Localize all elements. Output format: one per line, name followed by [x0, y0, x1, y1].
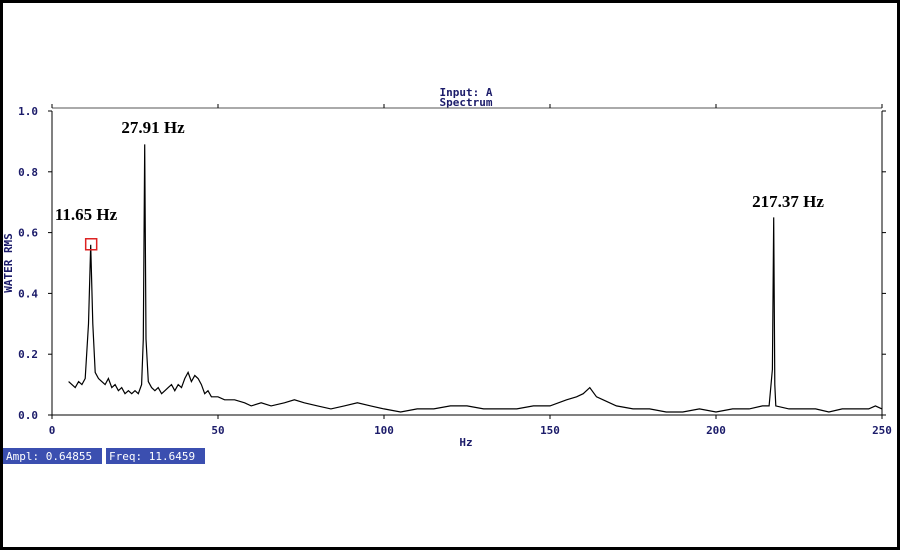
status-freq: Freq: 11.6459: [109, 450, 195, 463]
y-axis-label: WATER RMS: [2, 233, 15, 293]
y-tick-label: 0.2: [18, 348, 38, 361]
cursor-marker: [84, 238, 98, 251]
spectrum-line: [68, 144, 883, 413]
x-tick-label: 100: [374, 424, 394, 437]
chart-subtitle: Spectrum: [440, 96, 493, 109]
x-tick-label: 250: [872, 424, 892, 437]
peak-annotation: 27.91 Hz: [121, 118, 185, 137]
y-tick-label: 0.0: [18, 409, 38, 422]
x-tick-label: 50: [211, 424, 224, 437]
y-tick-label: 1.0: [18, 105, 38, 118]
x-tick-label: 200: [706, 424, 726, 437]
x-tick-label: 150: [540, 424, 560, 437]
peak-annotation: 11.65 Hz: [55, 205, 118, 224]
x-tick-label: 0: [49, 424, 56, 437]
x-axis-label: Hz: [459, 436, 472, 449]
y-tick-label: 0.4: [18, 287, 38, 300]
status-ampl: Ampl: 0.64855: [6, 450, 92, 463]
y-tick-label: 0.8: [18, 166, 38, 179]
chart-title: Input: A: [440, 86, 493, 99]
status-box: [106, 448, 205, 464]
y-tick-label: 0.6: [18, 227, 38, 240]
status-box: [3, 448, 102, 464]
peak-annotation: 217.37 Hz: [752, 192, 824, 211]
